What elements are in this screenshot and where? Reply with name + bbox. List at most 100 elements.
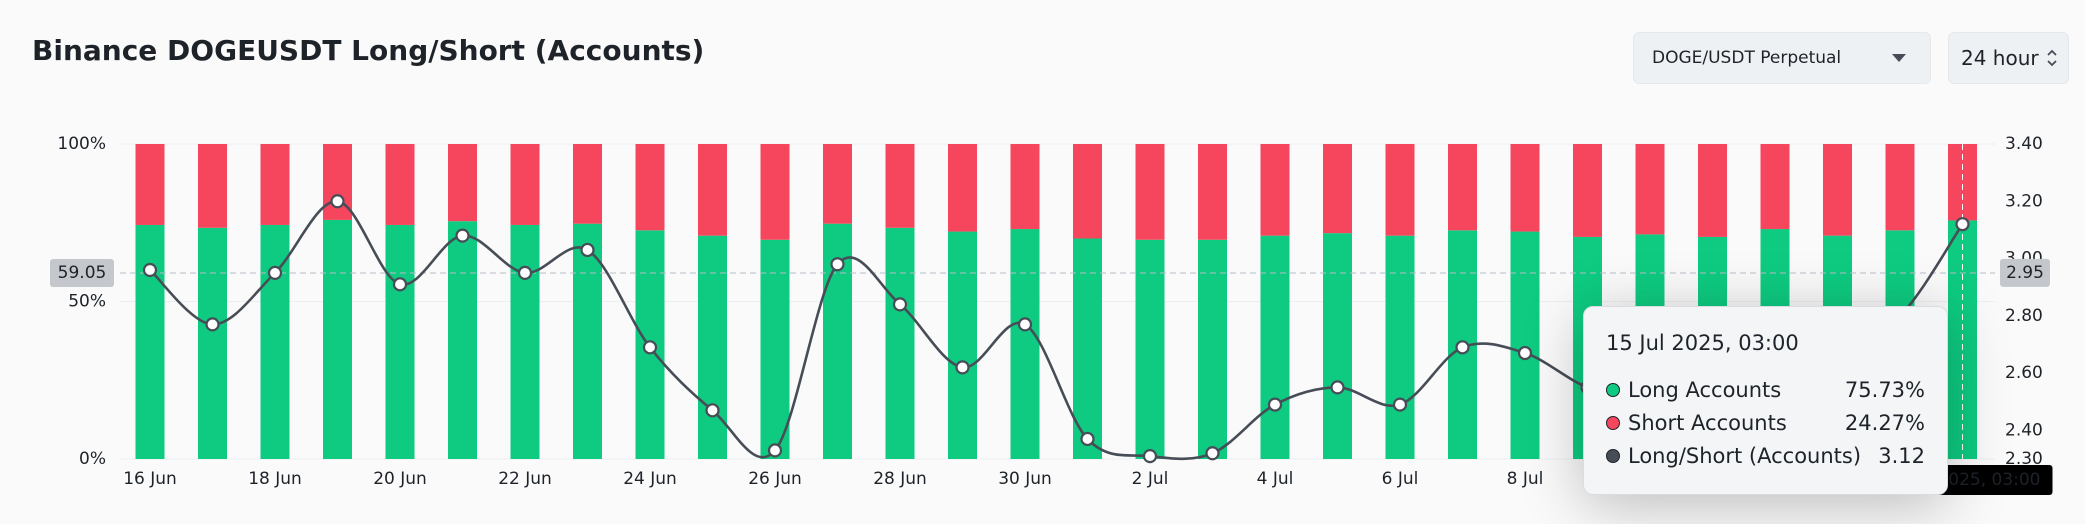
y2-tick-label: 2.60 [2005, 363, 2043, 383]
x-tick-label: 4 Jul [1257, 469, 1294, 489]
bar [698, 235, 727, 459]
tooltip-name: Short Accounts [1628, 410, 1787, 435]
bar [1573, 144, 1602, 237]
x-tick-label: 26 Jun [748, 469, 802, 489]
bar [448, 221, 477, 459]
x-tick-label: 28 Jun [873, 469, 927, 489]
market-label: DOGE/USDT Perpetual [1652, 48, 1842, 68]
ratio-point [330, 194, 345, 209]
ratio-point [1455, 340, 1470, 355]
y-tick-label: 50% [68, 292, 106, 312]
y2-tick-label: 3.20 [2005, 191, 2043, 211]
caret-icon [1892, 54, 1906, 62]
x-tick-label: 6 Jul [1382, 469, 1419, 489]
tooltip-title: 15 Jul 2025, 03:00 [1606, 331, 1799, 355]
chart-title: Binance DOGEUSDT Long/Short (Accounts) [32, 34, 705, 67]
y2-tick-label: 3.40 [2005, 134, 2043, 154]
bar [1635, 144, 1665, 235]
bar [510, 144, 540, 225]
ratio-point [267, 265, 283, 280]
bar [1760, 144, 1790, 230]
x-tick-label: 30 Jun [998, 469, 1052, 489]
bar [1323, 233, 1352, 459]
x-tick-label: 20 Jun [373, 469, 427, 489]
ratio-point [455, 228, 470, 243]
bar [1510, 231, 1540, 459]
bar [698, 144, 727, 236]
x-tick-label: 24 Jun [623, 469, 677, 489]
updown-icon [2047, 49, 2057, 67]
ratio-point [767, 443, 783, 458]
ratio-point [705, 403, 720, 418]
bar [385, 224, 415, 459]
bar [885, 227, 915, 459]
tooltip-name: Long Accounts [1628, 377, 1782, 402]
tooltip-value: 24.27% [1844, 410, 1925, 435]
crosshair-label-bg [50, 258, 114, 287]
bar [1323, 144, 1352, 234]
bar [448, 144, 477, 222]
bar [760, 144, 790, 240]
ratio-point [1267, 397, 1283, 412]
x-tick-label: 16 Jun [123, 469, 177, 489]
ratio-point [1017, 317, 1033, 332]
bar [135, 144, 165, 225]
bar [885, 144, 915, 228]
tooltip-row: Short Accounts 24.27% [1606, 406, 1925, 439]
x-tick-label: 22 Jun [498, 469, 552, 489]
bar [1260, 144, 1290, 236]
crosshair-label-bg [2000, 258, 2050, 287]
bar [198, 227, 227, 459]
bar [1823, 144, 1852, 236]
ratio-point [517, 265, 533, 280]
tooltip-name: Long/Short (Accounts) [1628, 443, 1862, 468]
interval-label: 24 hour [1961, 46, 2039, 70]
x-tick-label: 8 Jul [1507, 469, 1544, 489]
ratio-point [142, 262, 158, 278]
ratio-point [1330, 380, 1345, 395]
bar [323, 219, 352, 459]
interval-select[interactable]: 24 hour [1948, 32, 2069, 84]
ratio-point [205, 317, 220, 332]
bar [260, 224, 290, 459]
bar [260, 144, 290, 225]
market-select[interactable]: DOGE/USDT Perpetual [1633, 32, 1931, 84]
bar [198, 144, 227, 228]
bar [1385, 144, 1415, 236]
bar [1385, 235, 1415, 459]
ratio-point [830, 257, 845, 272]
bar [1885, 144, 1915, 231]
y-tick-label: 0% [79, 449, 106, 469]
bar [823, 144, 852, 224]
y2-tick-label: 2.40 [2005, 420, 2043, 440]
ratio-point [892, 297, 908, 312]
tooltip-value: 75.73% [1844, 377, 1925, 402]
bar [1010, 144, 1040, 230]
y2-tick-label: 2.80 [2005, 306, 2043, 326]
bar [573, 223, 602, 459]
bar [635, 144, 665, 231]
bar [1073, 144, 1102, 239]
tooltip-value: 3.12 [1878, 443, 1925, 468]
legend-dot [1606, 382, 1620, 397]
bar [1448, 144, 1477, 231]
bar [135, 224, 165, 459]
legend-dot [1606, 448, 1620, 463]
tooltip-row: Long Accounts 75.73% [1606, 373, 1925, 406]
legend-dot [1606, 415, 1620, 430]
bar [1135, 239, 1165, 459]
bar [1510, 144, 1540, 232]
bar [1010, 229, 1040, 459]
bar [948, 231, 977, 459]
ratio-point [1392, 397, 1408, 412]
bar [510, 224, 540, 459]
tooltip: 15 Jul 2025, 03:00 Long Accounts 75.73% S… [1583, 306, 1948, 495]
bar [1198, 239, 1227, 459]
ratio-point [1080, 431, 1095, 447]
ratio-point [1142, 449, 1158, 464]
ratio-point [642, 340, 658, 355]
ratio-point [1205, 446, 1220, 461]
bar [1698, 144, 1727, 237]
bar [1135, 144, 1165, 240]
